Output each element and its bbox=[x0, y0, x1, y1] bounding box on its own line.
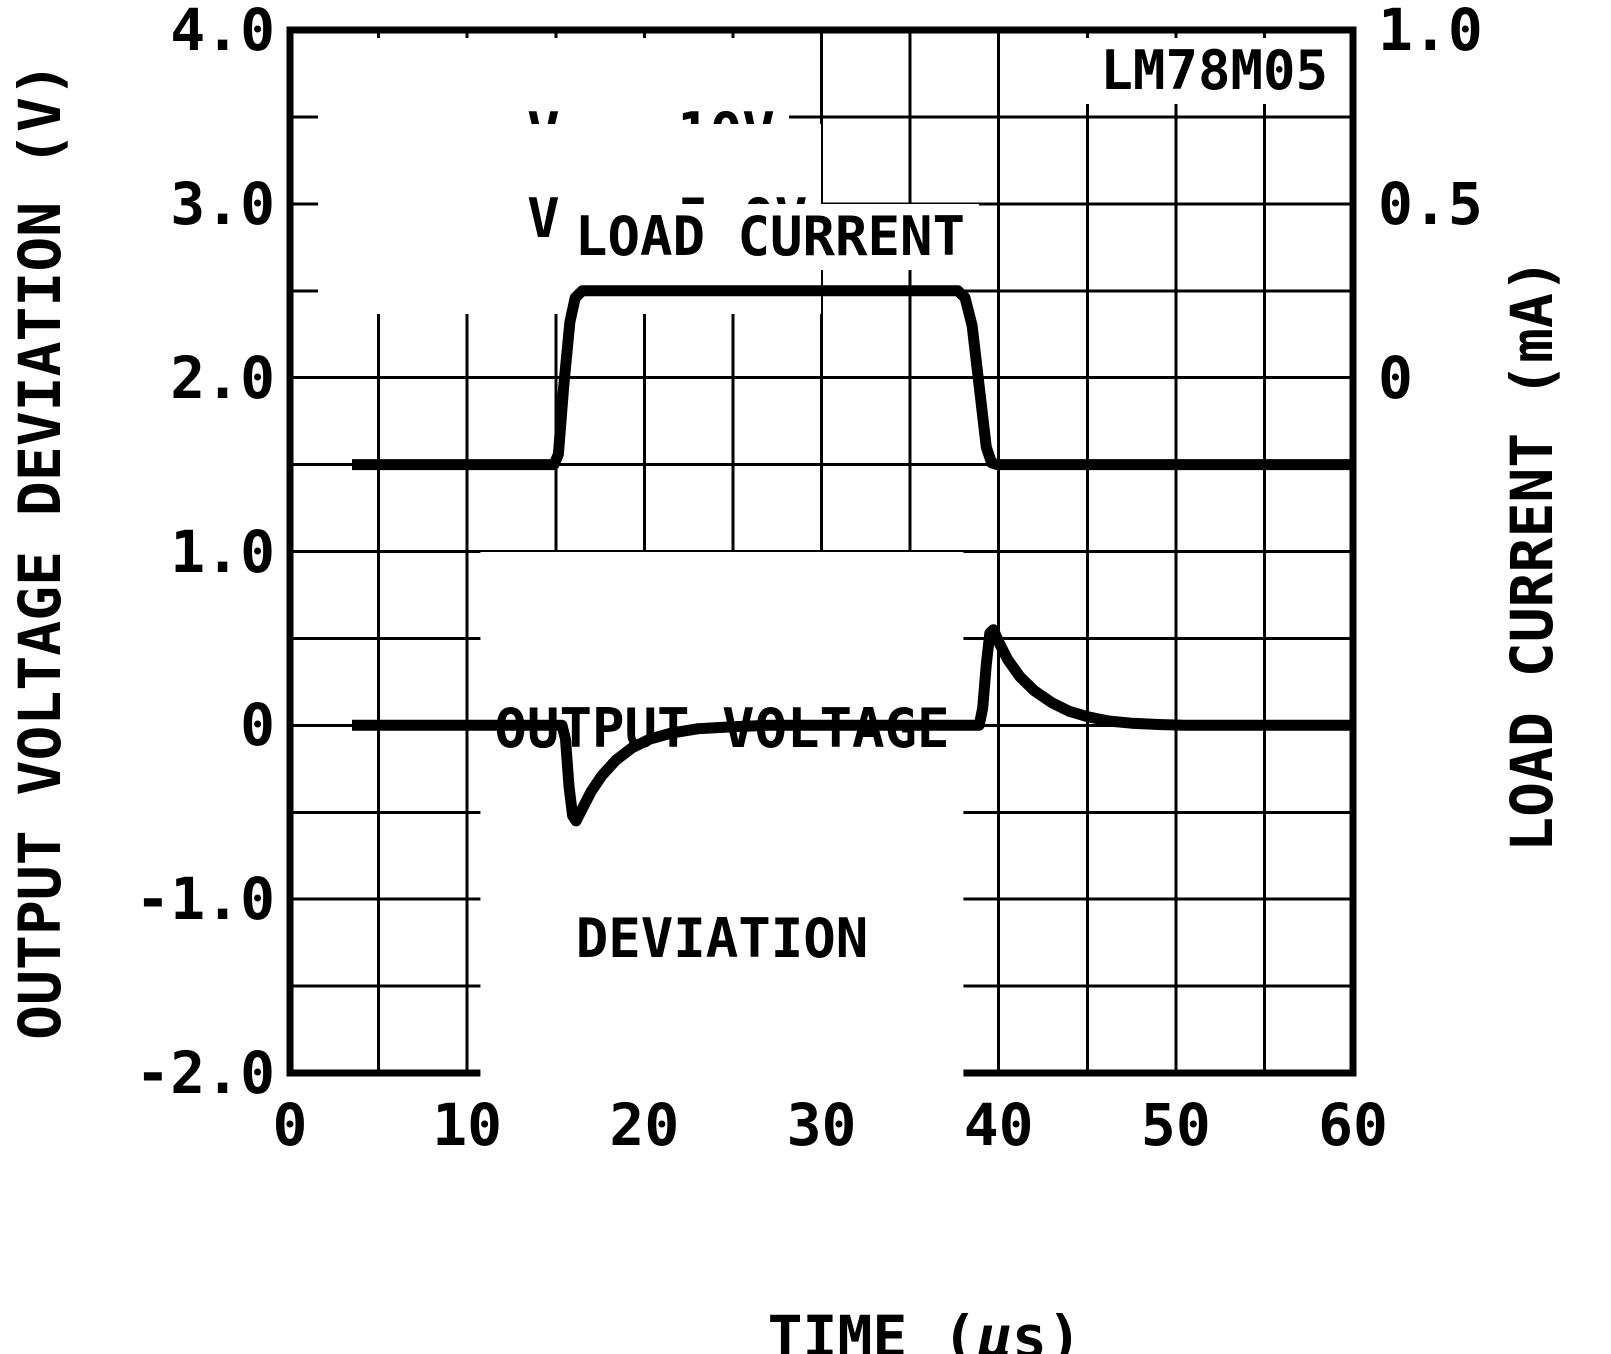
series-label-ovd-line1: OUTPUT VOLTAGE bbox=[494, 697, 950, 760]
y-left-tick-label: -1.0 bbox=[135, 865, 275, 934]
x-tick-label: 10 bbox=[432, 1091, 503, 1159]
x-tick-label: 30 bbox=[786, 1091, 857, 1159]
x-tick-label: 60 bbox=[1318, 1091, 1388, 1159]
y-left-tick-label: 2.0 bbox=[170, 343, 275, 412]
y-right-tick-label: 0.5 bbox=[1378, 169, 1483, 238]
y-axis-title-left: OUTPUT VOLTAGE DEVIATION (V) bbox=[6, 62, 74, 1040]
y-axis-title-right: LOAD CURRENT (mA) bbox=[1498, 258, 1566, 852]
device-label: LM78M05 bbox=[1086, 38, 1342, 104]
series-label-load-current: LOAD CURRENT bbox=[560, 204, 980, 270]
y-left-tick-label: 1.0 bbox=[170, 517, 275, 586]
y-left-tick-label: 3.0 bbox=[170, 169, 275, 238]
x-tick-label: 20 bbox=[609, 1091, 680, 1159]
x-axis-title-suffix: s) bbox=[1012, 1303, 1082, 1354]
y-right-tick-label: 1.0 bbox=[1378, 0, 1483, 64]
y-left-tick-label: -2.0 bbox=[135, 1039, 275, 1107]
y-right-tick-label: 0 bbox=[1378, 343, 1413, 412]
x-tick-label: 0 bbox=[272, 1091, 308, 1159]
condition-vo-base: V bbox=[527, 187, 560, 250]
y-left-tick-label: 0 bbox=[240, 691, 275, 760]
x-axis-title: TIME (μs) bbox=[520, 1238, 1120, 1354]
x-axis-title-mu: μ bbox=[977, 1303, 1013, 1354]
x-tick-label: 50 bbox=[1140, 1091, 1211, 1159]
y-left-tick-label: 4.0 bbox=[170, 0, 275, 64]
series-label-output-voltage-deviation: OUTPUT VOLTAGE DEVIATION bbox=[480, 552, 964, 1116]
x-axis-title-prefix: TIME ( bbox=[767, 1303, 978, 1354]
x-tick-label: 40 bbox=[963, 1091, 1034, 1159]
series-label-ovd-line2: DEVIATION bbox=[575, 907, 869, 970]
